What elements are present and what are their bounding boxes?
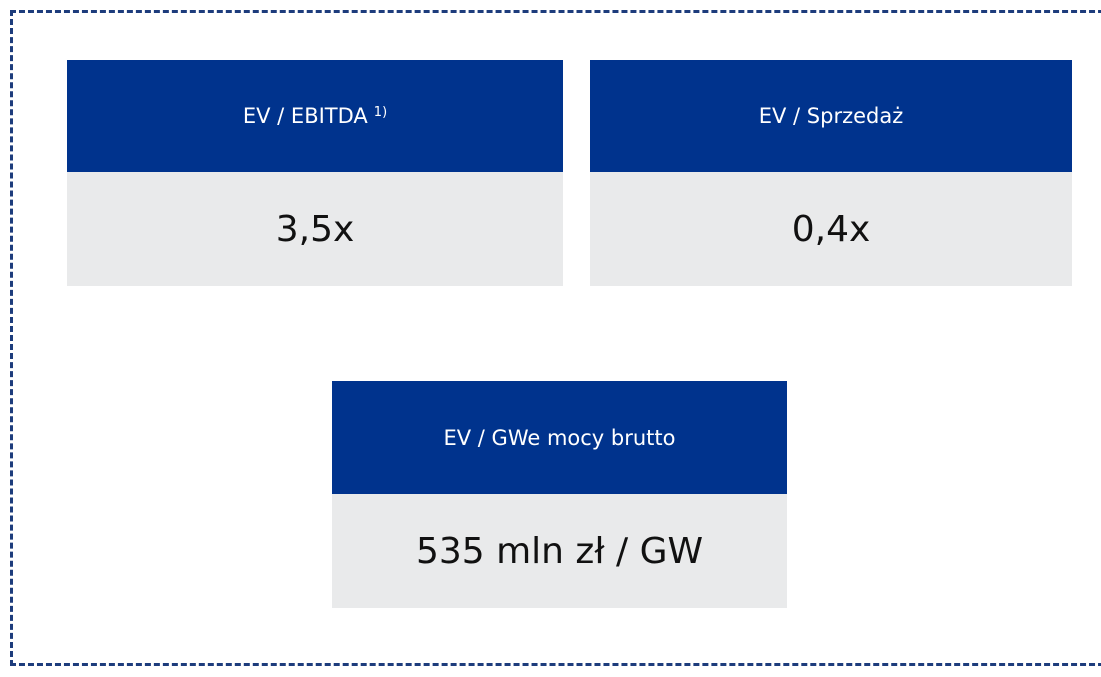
card-value: 535 mln zł / GW xyxy=(332,494,787,608)
metric-card: EV / Sprzedaż 0,4x xyxy=(590,60,1072,286)
card-label: EV / EBITDA xyxy=(242,104,368,128)
dashed-frame xyxy=(10,10,1101,666)
card-header: EV / EBITDA 1) xyxy=(67,60,563,172)
card-label: EV / Sprzedaż xyxy=(758,104,904,128)
metric-card: EV / GWe mocy brutto 535 mln zł / GW xyxy=(332,381,787,608)
card-label: EV / GWe mocy brutto xyxy=(443,425,676,450)
metric-card: EV / EBITDA 1) 3,5x xyxy=(67,60,563,286)
card-value: 0,4x xyxy=(590,172,1072,286)
card-value: 3,5x xyxy=(67,172,563,286)
footnote-mark: 1) xyxy=(373,104,388,120)
card-header: EV / GWe mocy brutto xyxy=(332,381,787,494)
card-header: EV / Sprzedaż xyxy=(590,60,1072,172)
